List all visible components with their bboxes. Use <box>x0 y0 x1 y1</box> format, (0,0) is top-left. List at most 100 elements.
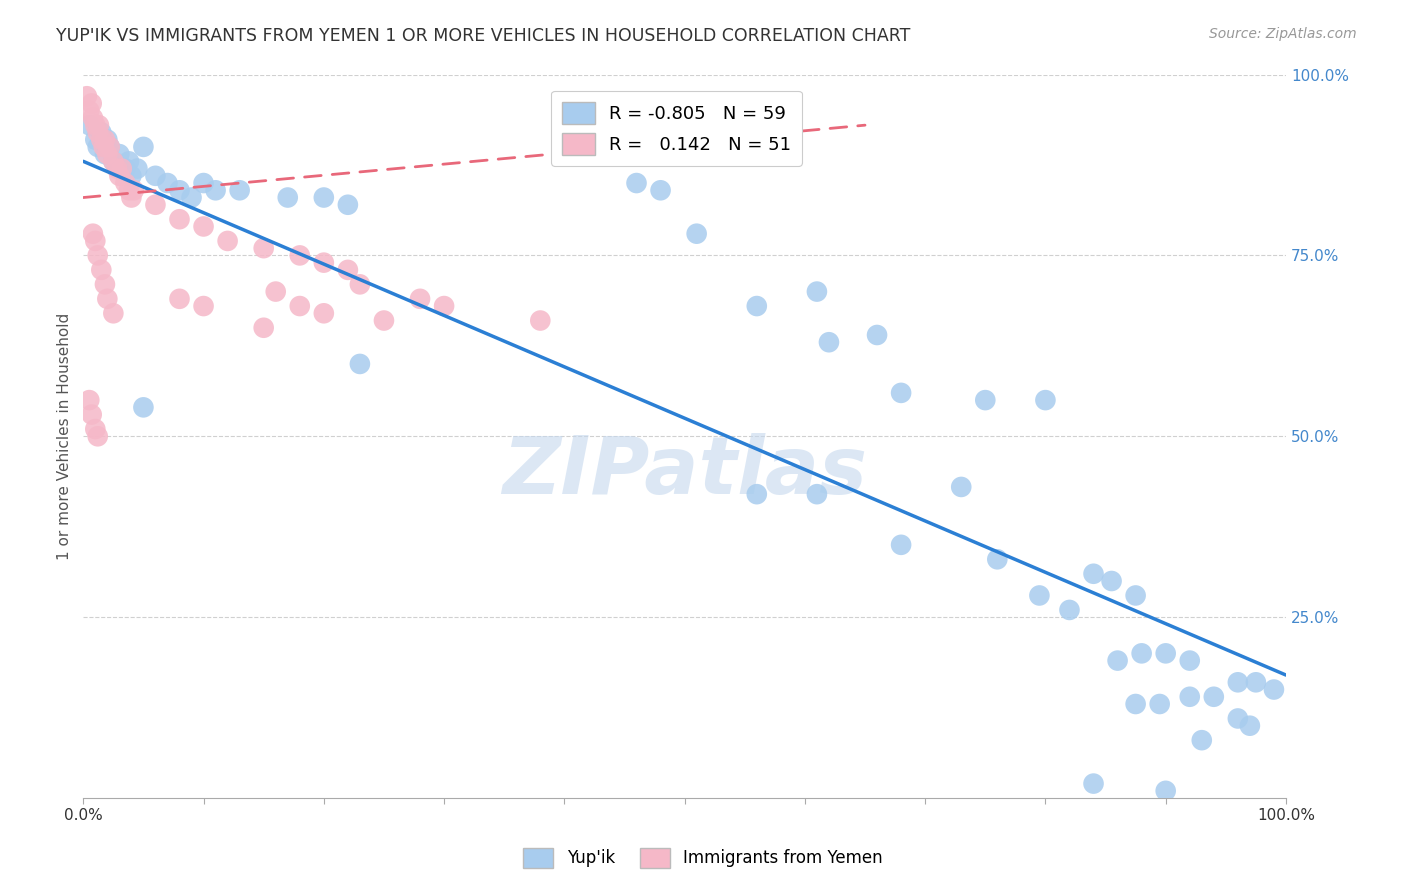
Point <box>349 357 371 371</box>
Point <box>80 408 103 422</box>
Point <box>1178 654 1201 668</box>
Point <box>204 183 226 197</box>
Point <box>87 140 110 154</box>
Point <box>79 393 101 408</box>
Point <box>1083 566 1105 581</box>
Point <box>108 147 131 161</box>
Point <box>118 154 141 169</box>
Point <box>1107 654 1129 668</box>
Point <box>145 169 167 183</box>
Point <box>94 147 117 161</box>
Point <box>180 190 202 204</box>
Point <box>108 169 131 183</box>
Point <box>529 313 551 327</box>
Point <box>87 429 110 443</box>
Point <box>103 306 125 320</box>
Point <box>80 96 103 111</box>
Point <box>84 234 107 248</box>
Point <box>806 487 828 501</box>
Point <box>96 133 118 147</box>
Point <box>1035 393 1057 408</box>
Point <box>950 480 973 494</box>
Point <box>193 219 215 234</box>
Point <box>87 118 110 132</box>
Point <box>1178 690 1201 704</box>
Point <box>312 306 335 320</box>
Point <box>228 183 250 197</box>
Point <box>1263 682 1285 697</box>
Point <box>1083 776 1105 790</box>
Point <box>1059 603 1081 617</box>
Point <box>96 292 118 306</box>
Point <box>1125 589 1147 603</box>
Point <box>105 161 128 176</box>
Point <box>79 103 101 118</box>
Point <box>122 183 145 197</box>
Point <box>79 118 101 132</box>
Point <box>890 385 912 400</box>
Point <box>1130 646 1153 660</box>
Point <box>82 111 104 125</box>
Point <box>433 299 456 313</box>
Point <box>650 183 672 197</box>
Point <box>288 248 311 262</box>
Point <box>1125 697 1147 711</box>
Point <box>745 487 768 501</box>
Point <box>1191 733 1213 747</box>
Y-axis label: 1 or more Vehicles in Household: 1 or more Vehicles in Household <box>58 313 72 560</box>
Point <box>132 401 155 415</box>
Point <box>1244 675 1267 690</box>
Point <box>409 292 432 306</box>
Legend: R = -0.805   N = 59, R =   0.142   N = 51: R = -0.805 N = 59, R = 0.142 N = 51 <box>551 91 801 166</box>
Point <box>94 133 117 147</box>
Point <box>890 538 912 552</box>
Point <box>1239 719 1261 733</box>
Point <box>94 277 117 292</box>
Legend: Yup'ik, Immigrants from Yemen: Yup'ik, Immigrants from Yemen <box>516 841 890 875</box>
Point <box>349 277 371 292</box>
Point <box>1154 646 1177 660</box>
Point <box>111 161 134 176</box>
Point <box>84 133 107 147</box>
Point <box>103 154 125 169</box>
Point <box>87 248 110 262</box>
Point <box>253 241 276 255</box>
Point <box>818 335 841 350</box>
Point <box>866 328 889 343</box>
Point <box>974 393 997 408</box>
Point <box>277 190 299 204</box>
Point <box>87 125 110 139</box>
Point <box>120 190 142 204</box>
Point <box>1202 690 1225 704</box>
Point <box>120 169 142 183</box>
Point <box>373 313 395 327</box>
Point <box>90 133 112 147</box>
Point <box>90 125 112 139</box>
Point <box>1226 711 1249 725</box>
Point <box>193 299 215 313</box>
Point <box>217 234 239 248</box>
Point <box>82 227 104 241</box>
Point <box>96 147 118 161</box>
Point <box>288 299 311 313</box>
Text: ZIPatlas: ZIPatlas <box>502 434 868 511</box>
Point <box>1101 574 1123 588</box>
Point <box>336 198 359 212</box>
Point <box>336 263 359 277</box>
Point <box>169 292 191 306</box>
Point <box>93 140 115 154</box>
Point <box>193 176 215 190</box>
Point <box>114 161 136 176</box>
Point <box>253 320 276 334</box>
Point <box>626 176 648 190</box>
Point <box>1028 589 1050 603</box>
Point <box>145 198 167 212</box>
Text: Source: ZipAtlas.com: Source: ZipAtlas.com <box>1209 27 1357 41</box>
Point <box>118 183 141 197</box>
Point <box>169 183 191 197</box>
Text: YUP'IK VS IMMIGRANTS FROM YEMEN 1 OR MORE VEHICLES IN HOUSEHOLD CORRELATION CHAR: YUP'IK VS IMMIGRANTS FROM YEMEN 1 OR MOR… <box>56 27 911 45</box>
Point <box>312 255 335 269</box>
Point <box>84 422 107 436</box>
Point <box>312 190 335 204</box>
Point <box>90 263 112 277</box>
